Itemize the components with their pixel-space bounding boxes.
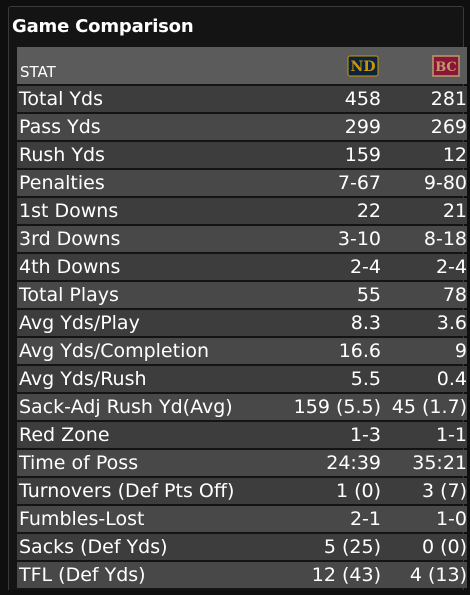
team2-value: 0 (0)	[421, 536, 467, 558]
stat-label: Avg Yds/Completion	[19, 340, 210, 362]
table-row: Fumbles-Lost 2-1 1-0	[17, 506, 467, 532]
svg-text:ND: ND	[351, 59, 376, 75]
team2-value: 0.4	[436, 368, 467, 390]
stat-label: Fumbles-Lost	[19, 508, 145, 530]
team2-value: 45 (1.7)	[391, 396, 467, 418]
table-row: Rush Yds 159 12	[17, 142, 467, 168]
table-row: Avg Yds/Rush 5.5 0.4	[17, 366, 467, 392]
team2-value: 3 (7)	[421, 480, 467, 502]
table-row: Red Zone 1-3 1-1	[17, 422, 467, 448]
team2-value: 3.6	[436, 312, 467, 334]
team2-value: 1-0	[435, 508, 467, 530]
team2-value: 78	[442, 284, 467, 306]
stat-label: Total Yds	[19, 88, 103, 110]
table-row: Penalties 7-67 9-80	[17, 170, 467, 196]
team1-value: 1 (0)	[335, 480, 381, 502]
stat-label: Sack-Adj Rush Yd(Avg)	[19, 396, 233, 418]
table-row: Total Yds 458 281	[17, 86, 467, 112]
stat-label: Penalties	[19, 172, 105, 194]
table-row: 4th Downs 2-4 2-4	[17, 254, 467, 280]
table-row: Sack-Adj Rush Yd(Avg) 159 (5.5) 45 (1.7)	[17, 394, 467, 420]
stat-label: 4th Downs	[19, 256, 121, 278]
team2-value: 1-1	[435, 424, 467, 446]
team2-value: 2-4	[435, 256, 467, 278]
table-row: TFL (Def Yds) 12 (43) 4 (13)	[17, 562, 467, 588]
team2-value: 281	[430, 88, 467, 110]
team2-value: 8-18	[423, 228, 467, 250]
stat-label: Time of Poss	[19, 452, 139, 474]
boston-college-logo-icon: BC	[432, 55, 460, 77]
team1-value: 55	[356, 284, 381, 306]
table-row: Avg Yds/Play 8.3 3.6	[17, 310, 467, 336]
team1-value: 8.3	[350, 312, 381, 334]
stat-label: Rush Yds	[19, 144, 105, 166]
stat-label: 1st Downs	[19, 200, 119, 222]
team1-value: 159	[344, 144, 381, 166]
stats-rows: Total Yds 458 281 Pass Yds 299 269 Rush Yds 1…	[17, 86, 467, 588]
notre-dame-logo-icon: ND	[347, 55, 379, 77]
team1-value: 2-4	[349, 256, 381, 278]
stat-label: Avg Yds/Rush	[19, 368, 147, 390]
table-row: Time of Poss 24:39 35:21	[17, 450, 467, 476]
stat-column-header: STAT	[20, 63, 56, 81]
svg-text:BC: BC	[435, 60, 457, 75]
table-row: Avg Yds/Completion 16.6 9	[17, 338, 467, 364]
team2-value: 269	[430, 116, 467, 138]
team1-value: 2-1	[349, 508, 381, 530]
stat-label: Avg Yds/Play	[19, 312, 140, 334]
stat-label: Sacks (Def Yds)	[19, 536, 168, 558]
team1-value: 22	[356, 200, 381, 222]
stat-label: TFL (Def Yds)	[19, 564, 146, 586]
team2-value: 12	[442, 144, 467, 166]
team1-value: 5 (25)	[323, 536, 381, 558]
team1-value: 24:39	[326, 452, 381, 474]
bottom-divider	[0, 590, 470, 595]
team1-value: 5.5	[350, 368, 381, 390]
table-row: 3rd Downs 3-10 8-18	[17, 226, 467, 252]
stat-label: Pass Yds	[19, 116, 101, 138]
team2-value: 4 (13)	[409, 564, 467, 586]
stat-label: Red Zone	[19, 424, 110, 446]
team1-value: 1-3	[349, 424, 381, 446]
stat-label: Turnovers (Def Pts Off)	[19, 480, 235, 502]
team1-value: 12 (43)	[311, 564, 381, 586]
stat-label: 3rd Downs	[19, 228, 121, 250]
game-comparison-panel: Game Comparison STAT ND BC Total Yds 458 2…	[8, 6, 467, 592]
team2-value: 21	[442, 200, 467, 222]
team2-value: 9-80	[423, 172, 467, 194]
team1-value: 3-10	[337, 228, 381, 250]
table-row: Turnovers (Def Pts Off) 1 (0) 3 (7)	[17, 478, 467, 504]
team2-value: 9	[454, 340, 467, 362]
table-row: 1st Downs 22 21	[17, 198, 467, 224]
stat-label: Total Plays	[19, 284, 119, 306]
panel-title: Game Comparison	[12, 16, 194, 37]
table-row: Pass Yds 299 269	[17, 114, 467, 140]
team1-value: 299	[344, 116, 381, 138]
stats-table: STAT ND BC Total Yds 458 281 Pass Yds 299 26…	[17, 47, 467, 588]
team1-value: 16.6	[338, 340, 381, 362]
team2-value: 35:21	[412, 452, 467, 474]
table-row: Sacks (Def Yds) 5 (25) 0 (0)	[17, 534, 467, 560]
table-row: Total Plays 55 78	[17, 282, 467, 308]
team1-value: 7-67	[337, 172, 381, 194]
table-header: STAT ND BC	[17, 47, 467, 84]
team1-value: 159 (5.5)	[293, 396, 381, 418]
team1-value: 458	[344, 88, 381, 110]
